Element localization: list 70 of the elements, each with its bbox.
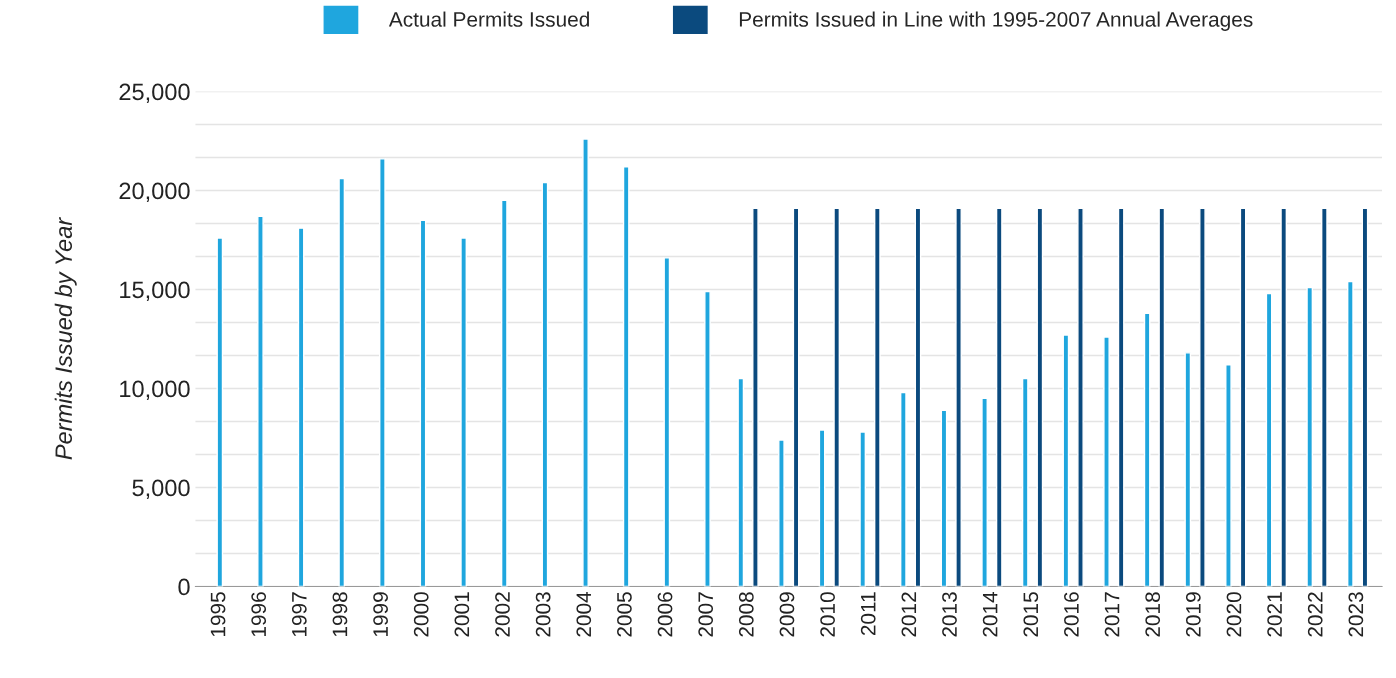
bar: [297, 227, 305, 587]
bar: [873, 207, 881, 587]
x-tick-label: 2005: [617, 592, 632, 637]
bar: [1036, 207, 1044, 587]
bar: [1117, 207, 1125, 587]
x-tick-label: 2009: [779, 592, 795, 637]
bar: [541, 181, 549, 587]
bar: [1280, 207, 1288, 587]
legend-label: Actual Permits Issued: [388, 11, 589, 27]
x-tick-label: 2016: [1064, 592, 1079, 637]
y-tick-label: 10,000: [120, 380, 190, 401]
bar: [1184, 352, 1192, 587]
bar: [379, 158, 386, 587]
x-tick-label: 2008: [738, 592, 754, 637]
x-tick-label: 2010: [820, 592, 835, 637]
bar: [216, 237, 224, 587]
y-tick-label: 20,000: [119, 182, 190, 203]
bar: [1158, 207, 1166, 587]
bar: [1199, 207, 1206, 587]
x-tick-label: 2018: [1145, 592, 1161, 637]
bar: [1225, 364, 1232, 587]
x-tick-label: 2002: [495, 592, 510, 637]
bar: [1103, 336, 1110, 587]
bar: [955, 207, 962, 587]
x-tick-label: 2023: [1348, 592, 1364, 637]
bar: [1062, 334, 1070, 587]
x-tick-label: 1997: [291, 592, 307, 637]
bar: [995, 207, 1003, 587]
x-tick-label: 2006: [657, 592, 673, 637]
x-tick-label: 2000: [413, 592, 429, 637]
x-tick-label: 2001: [454, 592, 470, 637]
x-tick-label: 2020: [1226, 592, 1242, 637]
bar: [1306, 286, 1314, 587]
x-tick-label: 2003: [535, 592, 551, 637]
bar: [582, 138, 589, 587]
x-tick-label: 1999: [373, 592, 388, 637]
x-tick-label: 2022: [1307, 592, 1323, 637]
x-tick-label: 2021: [1267, 592, 1282, 637]
legend-label: Permits Issued in Line with 1995-2007 Annual Averages: [739, 11, 1253, 31]
y-tick-label: 15,000: [120, 281, 190, 302]
bar: [622, 166, 630, 587]
bar: [1239, 207, 1247, 587]
x-tick-label: 2013: [942, 592, 957, 637]
x-tick-label: 2015: [1023, 592, 1039, 637]
bar: [1077, 207, 1084, 587]
y-tick-label: 25,000: [119, 83, 190, 104]
bar: [338, 177, 346, 587]
x-tick-label: 1998: [332, 592, 348, 637]
x-tick-label: 2004: [576, 591, 592, 637]
y-tick-label: 5,000: [132, 479, 190, 500]
y-axis-title: Permits Issued by Year: [54, 217, 77, 460]
bar: [914, 207, 922, 587]
x-tick-label: 2012: [901, 592, 917, 637]
bar: [500, 199, 508, 587]
y-tick-label: 0: [178, 578, 190, 596]
x-tick-label: 2017: [1104, 592, 1120, 637]
bar: [1320, 207, 1328, 587]
x-tick-label: 1996: [251, 592, 267, 637]
bar: [1265, 292, 1273, 587]
bar: [257, 215, 264, 587]
x-tick-label: 2011: [860, 592, 876, 636]
x-tick-label: 1995: [210, 592, 226, 637]
x-tick-label: 2019: [1185, 592, 1201, 637]
bar: [1143, 312, 1151, 587]
x-tick-label: 2007: [698, 592, 714, 637]
x-tick-label: 2014: [982, 591, 998, 637]
bar: [833, 207, 841, 587]
bar: [419, 219, 427, 587]
bar: [460, 237, 467, 587]
bar: [1347, 280, 1354, 587]
